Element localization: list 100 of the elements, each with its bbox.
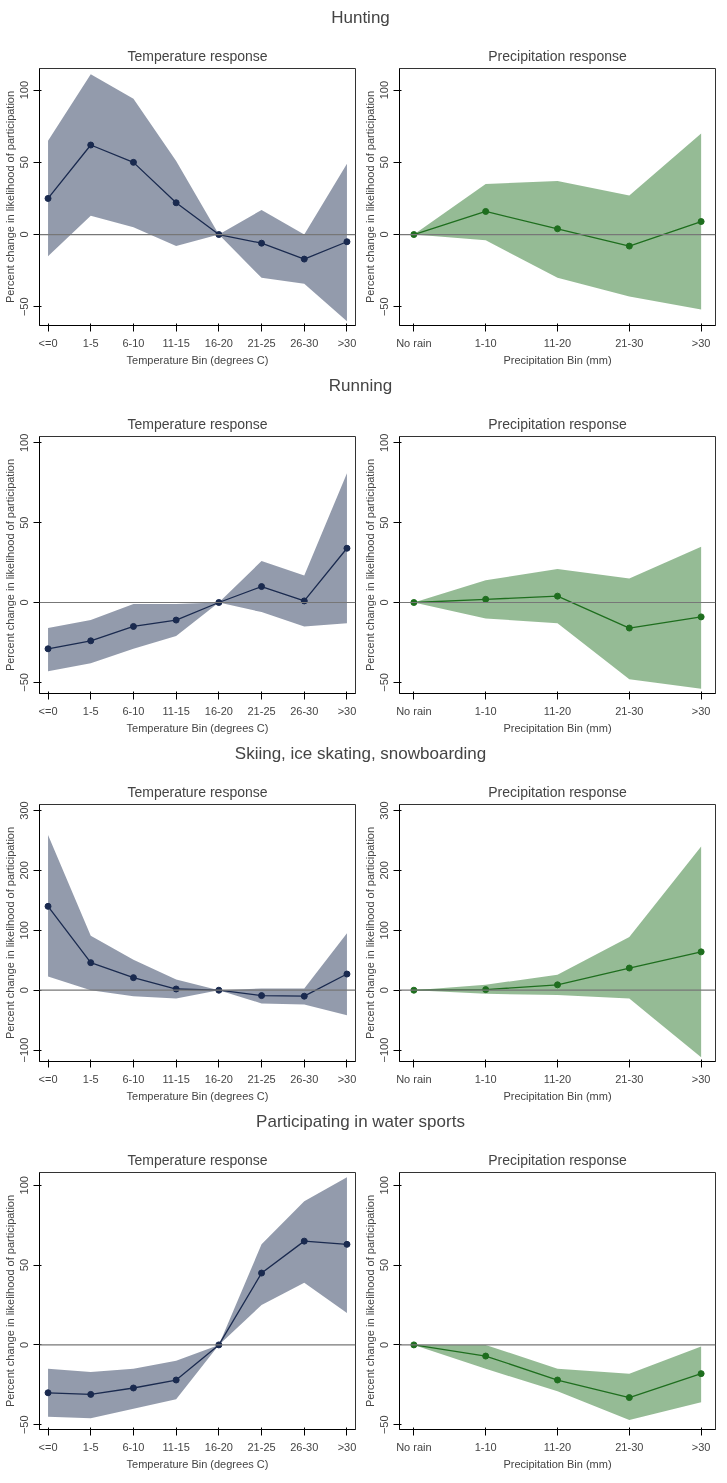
y-axis-title: Percent change in likelihood of participation (363, 1194, 376, 1408)
x-tick-label: 1-5 (82, 336, 99, 349)
point (625, 964, 633, 972)
y-tick-label: −50 (18, 297, 31, 317)
x-axis-title: Precipitation Bin (mm) (503, 1457, 612, 1470)
point (87, 637, 95, 645)
point (300, 992, 308, 1000)
point (482, 595, 490, 603)
text: Running (328, 375, 393, 395)
point (44, 1389, 52, 1397)
point (343, 1240, 351, 1248)
point (343, 238, 351, 246)
point (258, 583, 266, 591)
y-tick-label: 50 (378, 1258, 391, 1272)
x-tick-label: <=0 (38, 704, 58, 717)
x-tick-label: 16-20 (204, 1440, 233, 1453)
x-tick-label: 6-10 (122, 1440, 145, 1453)
point (482, 207, 490, 215)
x-axis-title: Temperature Bin (degrees C) (126, 1089, 269, 1102)
x-tick-label: 11-15 (162, 1440, 190, 1453)
y-tick-label: 100 (18, 921, 31, 940)
point (625, 242, 633, 250)
text: Participating in water sports (256, 1111, 465, 1131)
y-tick-label: −50 (378, 672, 391, 692)
x-tick-label: 26-30 (290, 1072, 319, 1085)
point (87, 959, 95, 967)
x-tick-label: >30 (691, 1072, 711, 1085)
y-tick-label: 50 (18, 156, 31, 169)
x-axis-title: Temperature Bin (degrees C) (126, 353, 269, 366)
x-tick-label: 1-10 (474, 1072, 497, 1085)
point (300, 1237, 308, 1245)
point (343, 544, 351, 552)
text: Skiing, ice skating, snowboarding (234, 743, 487, 763)
point (697, 613, 705, 621)
point (129, 158, 137, 166)
x-tick-label: >30 (337, 1072, 357, 1085)
x-tick-label: 11-15 (162, 336, 190, 349)
x-tick-label: 21-30 (615, 1440, 644, 1453)
y-tick-label: −50 (18, 672, 31, 692)
x-tick-label: >30 (691, 336, 711, 349)
y-tick-label: 100 (18, 433, 31, 453)
point (258, 1269, 266, 1277)
x-tick-label: 11-20 (543, 336, 572, 349)
x-tick-label: No rain (396, 1072, 432, 1085)
y-tick-label: 0 (18, 231, 31, 238)
x-tick-label: 11-15 (162, 1072, 190, 1085)
x-axis-title: Temperature Bin (degrees C) (126, 721, 269, 734)
chart-title: Precipitation response (488, 783, 627, 800)
point (300, 255, 308, 263)
y-tick-label: 100 (18, 80, 31, 100)
chart-title: Precipitation response (488, 415, 627, 432)
point (625, 1394, 633, 1402)
point (697, 218, 705, 226)
point (172, 199, 180, 207)
y-tick-label: 0 (18, 1341, 31, 1348)
y-axis-title: Percent change in likelihood of participation (3, 90, 16, 304)
y-tick-label: 300 (378, 801, 391, 820)
point (258, 239, 266, 247)
y-axis-title: Percent change in likelihood of participation (363, 90, 376, 304)
x-tick-label: 6-10 (122, 704, 145, 717)
y-tick-label: 0 (378, 231, 391, 238)
point (554, 1376, 561, 1384)
x-tick-label: No rain (396, 336, 432, 349)
x-tick-label: <=0 (38, 336, 58, 349)
x-tick-label: 26-30 (290, 704, 319, 717)
x-tick-label: 1-5 (82, 1440, 99, 1453)
text: Hunting (331, 7, 390, 27)
y-axis-title: Percent change in likelihood of participation (3, 458, 16, 672)
chart-title: Temperature response (127, 783, 268, 800)
x-tick-label: 1-5 (82, 1072, 99, 1085)
x-tick-label: 1-10 (474, 336, 497, 349)
x-tick-label: 21-25 (247, 704, 276, 717)
y-tick-label: 100 (378, 433, 391, 453)
point (554, 225, 561, 233)
y-tick-label: 50 (378, 156, 391, 169)
point (697, 1370, 705, 1378)
x-axis-title: Precipitation Bin (mm) (503, 1089, 612, 1102)
x-tick-label: >30 (691, 704, 711, 717)
x-tick-label: 11-20 (543, 1440, 572, 1453)
x-tick-label: 6-10 (122, 1072, 145, 1085)
point (129, 622, 137, 630)
point (625, 624, 633, 632)
x-tick-label: <=0 (38, 1440, 58, 1453)
y-tick-label: −50 (378, 297, 391, 317)
point (172, 616, 180, 624)
x-tick-label: >30 (691, 1440, 711, 1453)
x-tick-label: 26-30 (290, 336, 319, 349)
point (129, 974, 137, 982)
x-tick-label: <=0 (38, 1072, 58, 1085)
x-axis-title: Precipitation Bin (mm) (503, 353, 612, 366)
x-tick-label: 16-20 (204, 336, 233, 349)
x-tick-label: No rain (396, 1440, 432, 1453)
x-tick-label: 21-25 (247, 1440, 276, 1453)
x-tick-label: 21-25 (247, 1072, 276, 1085)
y-tick-label: −100 (378, 1037, 391, 1063)
x-tick-label: >30 (337, 336, 357, 349)
point (172, 1376, 180, 1384)
y-tick-label: 200 (378, 861, 391, 880)
chart-title: Temperature response (127, 47, 268, 64)
point (343, 970, 351, 978)
